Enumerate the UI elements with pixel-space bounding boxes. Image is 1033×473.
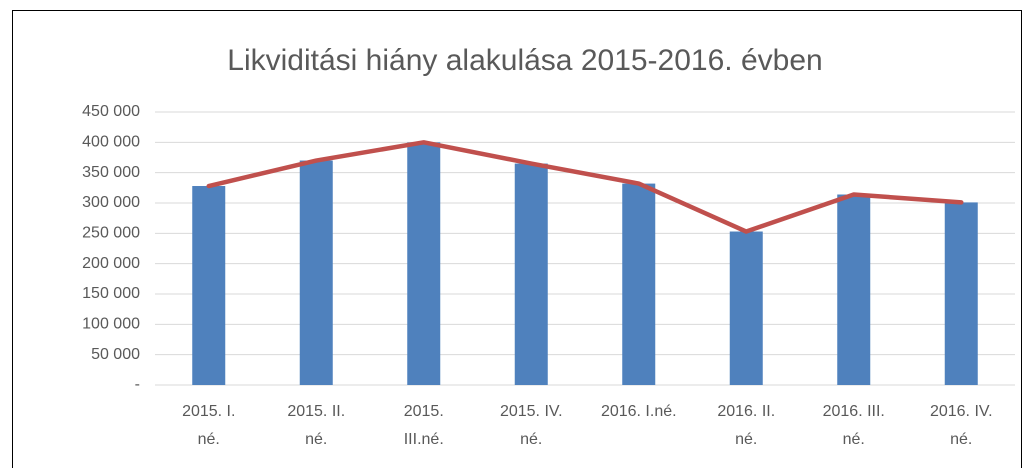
bar <box>944 202 978 385</box>
bar <box>407 142 441 385</box>
bar <box>622 183 656 385</box>
x-tick-label: III.né. <box>404 431 444 448</box>
bar <box>299 160 333 385</box>
x-tick-label: né. <box>735 431 757 448</box>
x-tick-label: né. <box>843 431 865 448</box>
y-tick-label: 150 000 <box>82 285 140 302</box>
x-tick-label: 2016. I.né. <box>601 403 677 420</box>
bar <box>192 186 226 385</box>
y-tick-label: - <box>135 376 140 393</box>
x-tick-label: 2015. I. <box>182 403 235 420</box>
y-tick-label: 50 000 <box>91 346 140 363</box>
chart-title: Likviditási hiány alakulása 2015-2016. é… <box>227 44 822 77</box>
line <box>206 140 964 234</box>
x-tick-label: 2016. III. <box>823 403 885 420</box>
x-tick-label: 2015. IV. <box>500 403 563 420</box>
bar <box>514 163 548 385</box>
y-tick-label: 400 000 <box>82 134 140 151</box>
x-tick-label: 2016. IV. <box>930 403 993 420</box>
x-tick-label: 2015. <box>404 403 444 420</box>
x-tick-label: 2015. II. <box>287 403 345 420</box>
y-tick-label: 300 000 <box>82 194 140 211</box>
x-tick-label: né. <box>950 431 972 448</box>
y-tick-label: 350 000 <box>82 164 140 181</box>
y-tick-label: 250 000 <box>82 225 140 242</box>
y-tick-label: 200 000 <box>82 255 140 272</box>
bar <box>837 194 871 385</box>
x-tick-label: né. <box>305 431 327 448</box>
x-tick-label: né. <box>198 431 220 448</box>
x-tick-label: né. <box>520 431 542 448</box>
x-tick-label: 2016. II. <box>717 403 775 420</box>
y-tick-label: 450 000 <box>82 103 140 120</box>
bar <box>729 231 763 385</box>
y-tick-label: 100 000 <box>82 316 140 333</box>
